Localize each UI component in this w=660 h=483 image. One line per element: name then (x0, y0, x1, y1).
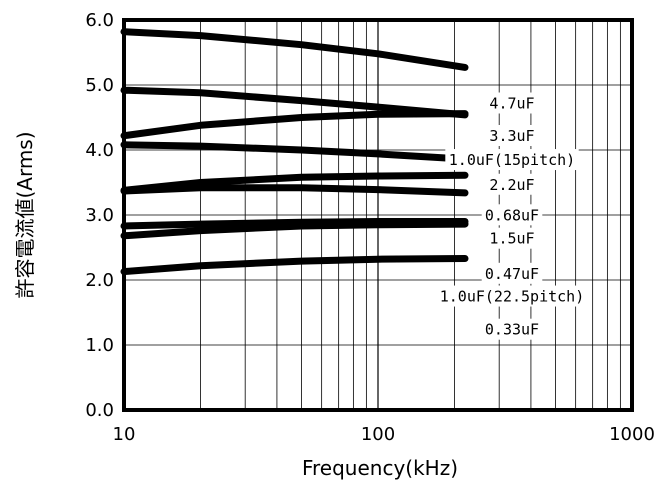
y-tick-label: 1.0 (85, 335, 114, 356)
plot-frame (122, 18, 634, 412)
series-labels: 4.7uF 3.3uF 1.0uF(15pitch) 2.2uF 0.68uF 1.5uF… (436, 92, 588, 340)
y-tick-label: 5.0 (85, 75, 114, 96)
series-label: 0.47uF (485, 265, 539, 283)
y-tick-label: 2.0 (85, 270, 114, 291)
grid (124, 20, 632, 410)
series-label: 1.0uF(22.5pitch) (440, 288, 585, 306)
series-label-box (486, 125, 538, 146)
y-tick-label: 3.0 (85, 205, 114, 226)
series-line (120, 110, 469, 140)
x-tick-label: 10 (113, 424, 136, 445)
series-label-box (481, 262, 543, 284)
series-label-box (445, 149, 579, 171)
series-line (120, 184, 469, 197)
series-line (120, 86, 469, 119)
y-tick-labels: 0.0 1.0 2.0 3.0 4.0 5.0 6.0 (85, 10, 114, 421)
series-label: 2.2uF (489, 176, 534, 194)
series-label: 3.3uF (489, 127, 534, 145)
x-tick-labels: 10 100 1000 (113, 424, 655, 445)
series-label: 0.33uF (485, 321, 539, 339)
series-line (120, 220, 469, 240)
series-line (120, 171, 469, 194)
x-tick-label: 1000 (609, 424, 655, 445)
x-tick-label: 100 (361, 424, 395, 445)
series-line (120, 28, 469, 71)
series-lines (120, 28, 469, 276)
series-label-box (486, 92, 538, 114)
y-tick-label: 4.0 (85, 140, 114, 161)
series-label-box (481, 318, 543, 340)
y-tick-label: 6.0 (85, 10, 114, 31)
y-axis-title: 許容電流値(Arms) (13, 131, 37, 298)
x-axis-title: Frequency(kHz) (302, 456, 458, 480)
series-label-box (486, 173, 538, 195)
series-label: 1.5uF (489, 230, 534, 248)
series-line (120, 255, 469, 276)
series-label-box (486, 227, 538, 249)
series-label: 0.68uF (485, 206, 539, 224)
y-tick-label: 0.0 (85, 400, 114, 421)
series-label: 1.0uF(15pitch) (449, 151, 575, 169)
series-label: 4.7uF (489, 95, 534, 113)
series-label-box (436, 285, 588, 307)
series-label-box (481, 204, 543, 226)
series-line (120, 141, 469, 163)
